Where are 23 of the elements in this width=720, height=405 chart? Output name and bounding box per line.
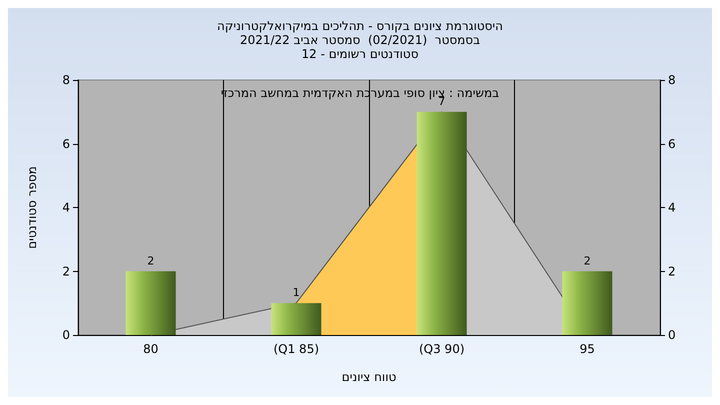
x-tick-label: (Q3 90) — [418, 342, 465, 356]
x-axis-title: טווח ציונים — [342, 370, 396, 384]
x-tick-label: (Q1 85) — [273, 342, 320, 356]
y-tick-label: 6 — [62, 136, 70, 151]
bar — [271, 303, 322, 335]
y-tick-label: 4 — [62, 200, 70, 214]
y2-tick-label: 8 — [668, 73, 676, 87]
y2-tick-label: 6 — [668, 136, 676, 151]
y-tick-label: 8 — [62, 73, 70, 87]
y2-tick-label: 4 — [668, 200, 676, 214]
data-label: 2 — [147, 254, 154, 268]
data-label: 2 — [584, 254, 591, 268]
y-tick-label: 0 — [62, 328, 70, 342]
x-tick-label: 95 — [580, 342, 595, 356]
x-tick-label: 80 — [143, 342, 158, 356]
bar — [126, 271, 176, 335]
y2-tick-label: 2 — [668, 264, 676, 278]
bar — [562, 271, 612, 335]
y2-tick-label: 0 — [668, 328, 676, 342]
chart-title: היסטוגרמת ציונים בקורס - תהליכים במיקרואלקטרוניקה בסמסטר (02/2021) סמסטר אביב 2021/22 סטודנטים רשומים - 12 — [217, 19, 503, 61]
data-label: 1 — [292, 286, 300, 300]
y-axis-title: מספר סטודנטים — [25, 166, 39, 249]
y-tick-label: 2 — [62, 264, 70, 278]
